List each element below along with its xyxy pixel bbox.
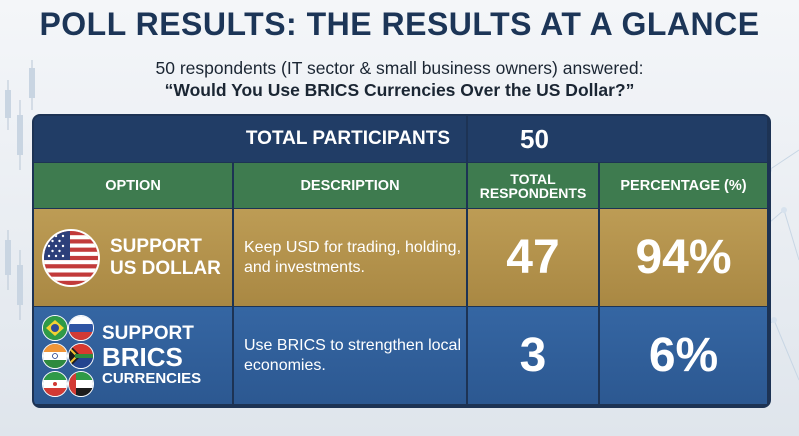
table-row-brics-option: SUPPORT BRICS CURRENCIES: [34, 307, 232, 404]
brics-flags-group: [42, 314, 94, 397]
option-label-usd: SUPPORT US DOLLAR: [110, 236, 221, 280]
option-label-brics: SUPPORT BRICS CURRENCIES: [102, 322, 202, 388]
option-usd-line2: US DOLLAR: [110, 257, 221, 279]
column-header-total-respondents-line2: RESPONDENTS: [479, 184, 587, 201]
column-header-total-respondents-line1: TOTAL: [510, 170, 556, 187]
uae-flag-icon: [68, 370, 94, 397]
column-header-option: OPTION: [34, 163, 232, 208]
poll-subtitle: 50 respondents (IT sector & small busine…: [155, 58, 644, 78]
table-row-usd-respondents: 47: [468, 209, 598, 306]
column-header-total-respondents: TOTAL RESPONDENTS: [468, 163, 598, 208]
table-row-usd-option: SUPPORT US DOLLAR: [34, 209, 232, 306]
option-usd-line1: SUPPORT: [110, 235, 202, 257]
table-row-brics-percentage: 6%: [600, 307, 767, 404]
option-brics-line3: CURRENCIES: [102, 369, 202, 387]
option-brics-line2: BRICS: [102, 341, 183, 372]
total-participants-label: TOTAL PARTICIPANTS: [34, 116, 466, 162]
results-table: TOTAL PARTICIPANTS 50 OPTION DESCRIPTION…: [32, 114, 771, 408]
option-brics-line1: SUPPORT: [102, 322, 194, 344]
iran-flag-icon: [42, 370, 68, 397]
table-row-usd-percentage: 94%: [600, 209, 767, 306]
india-flag-icon: [42, 342, 68, 369]
us-flag-icon: [42, 228, 100, 287]
total-participants-value: 50: [468, 116, 767, 162]
column-header-percentage: PERCENTAGE (%): [600, 163, 767, 208]
table-row-usd-description: Keep USD for trading, holding, and inves…: [234, 209, 466, 306]
page-title: POLL RESULTS: THE RESULTS AT A GLANCE: [39, 6, 760, 42]
brazil-flag-icon: [42, 314, 68, 341]
russia-flag-icon: [68, 314, 94, 341]
background-candlestick-decoration: [5, 60, 35, 320]
table-row-brics-respondents: 3: [468, 307, 598, 404]
column-header-description: DESCRIPTION: [234, 163, 466, 208]
south-africa-flag-icon: [68, 342, 94, 369]
table-row-brics-description: Use BRICS to strengthen local economies.: [234, 307, 466, 404]
poll-question: “Would You Use BRICS Currencies Over the…: [164, 80, 635, 100]
